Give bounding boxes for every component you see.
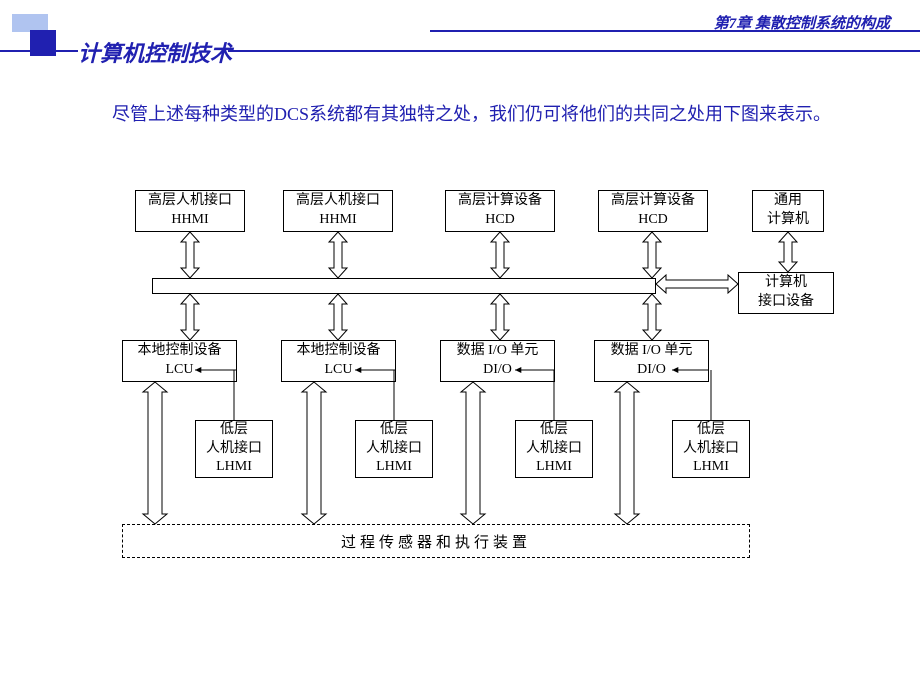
- sensors-label: 过程传感器和执行装置: [341, 531, 531, 552]
- node-gp: 通用计算机: [752, 190, 824, 232]
- header-line-right: [228, 50, 920, 52]
- node-lhmi2: 低层人机接口LHMI: [355, 420, 433, 478]
- intro-text: 尽管上述每种类型的DCS系统都有其独特之处，我们仍可将他们的共同之处用下图来表示…: [76, 100, 860, 129]
- node-dio1: 数据 I/O 单元DI/O: [440, 340, 555, 382]
- logo-block-2: [30, 30, 56, 56]
- node-hhmi1: 高层人机接口HHMI: [135, 190, 245, 232]
- node-dio2: 数据 I/O 单元DI/O: [594, 340, 709, 382]
- node-hhmi2: 高层人机接口HHMI: [283, 190, 393, 232]
- node-cif: 计算机接口设备: [738, 272, 834, 314]
- chapter-title: 第7章 集散控制系统的构成: [714, 12, 890, 33]
- node-hcd2: 高层计算设备HCD: [598, 190, 708, 232]
- bus-bar: [152, 278, 656, 294]
- node-lhmi4: 低层人机接口LHMI: [672, 420, 750, 478]
- node-lhmi1: 低层人机接口LHMI: [195, 420, 273, 478]
- node-lcu2: 本地控制设备LCU: [281, 340, 396, 382]
- node-hcd1: 高层计算设备HCD: [445, 190, 555, 232]
- node-lhmi3: 低层人机接口LHMI: [515, 420, 593, 478]
- header-line-left: [0, 50, 78, 52]
- page-title: 计算机控制技术: [78, 36, 232, 68]
- node-lcu1: 本地控制设备LCU: [122, 340, 237, 382]
- sensors-block: 过程传感器和执行装置: [122, 524, 750, 558]
